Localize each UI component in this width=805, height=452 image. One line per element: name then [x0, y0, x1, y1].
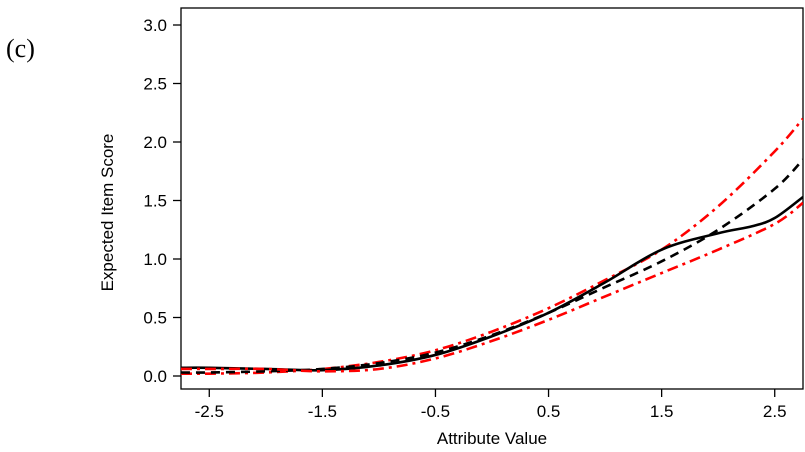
x-tick-label: 0.5: [537, 402, 561, 421]
y-tick-label: 0.0: [143, 367, 167, 386]
series-line-4: [181, 201, 803, 373]
panel-label: (c): [6, 34, 35, 63]
y-tick-label: 0.5: [143, 309, 167, 328]
x-tick-label: -1.5: [308, 402, 337, 421]
y-tick-label: 1.5: [143, 192, 167, 211]
series-line-3: [181, 195, 803, 372]
y-tick-label: 1.0: [143, 250, 167, 269]
axes: 0.0 0.5 1.0 1.5 2.0 2.5 3.0 -2.5 -1.5 -0.5 0.5 1.5 2…: [143, 7, 804, 421]
series-layer: [181, 117, 803, 376]
x-tick-label: -2.5: [195, 402, 224, 421]
y-tick-label: 2.0: [143, 133, 167, 152]
x-axis-title: Attribute Value: [437, 429, 547, 448]
series-line-1: [181, 117, 803, 376]
x-tick-label: 2.5: [763, 402, 787, 421]
y-tick-label: 3.0: [143, 16, 167, 35]
x-tick-label: -0.5: [421, 402, 450, 421]
x-tick-label: 1.5: [650, 402, 674, 421]
y-axis-title: Expected Item Score: [98, 134, 117, 292]
y-tick-label: 2.5: [143, 75, 167, 94]
